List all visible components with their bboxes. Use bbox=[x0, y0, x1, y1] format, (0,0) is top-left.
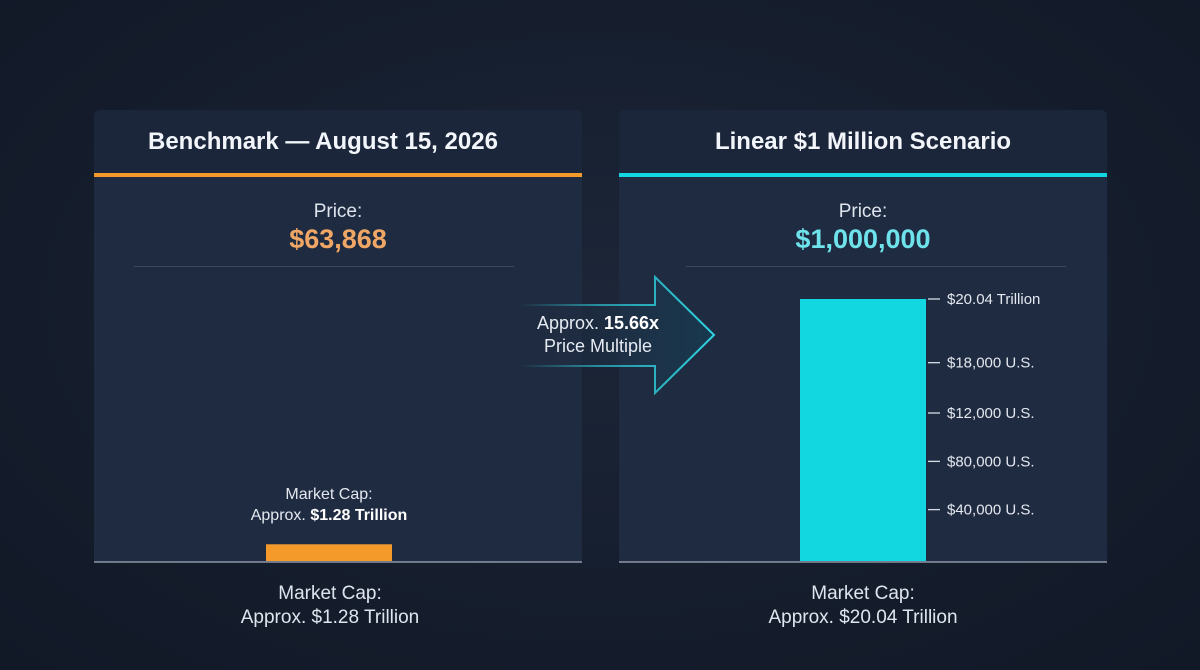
scenario-header-rule bbox=[619, 173, 1107, 177]
benchmark-market-cap-line2: Approx. $1.28 Trillion bbox=[240, 607, 420, 628]
benchmark-bar-annotation: Market Cap: Approx. $1.28 Trillion bbox=[229, 484, 429, 526]
benchmark-bar-annotation-value: $1.28 Trillion bbox=[310, 507, 408, 524]
scenario-axis-tick-label: $40,000 U.S. bbox=[947, 502, 1035, 519]
scenario-bar bbox=[800, 299, 926, 561]
price-multiple-line2: Price Multiple bbox=[543, 336, 653, 356]
scenario-price-label: Price: bbox=[838, 201, 888, 222]
price-multiple-prefix: Approx. bbox=[536, 313, 604, 333]
scenario-market-cap-line1: Market Cap: bbox=[811, 583, 915, 604]
scenario-axis-tick-label: $18,000 U.S. bbox=[947, 355, 1035, 372]
benchmark-market-cap-line1: Market Cap: bbox=[278, 583, 382, 604]
scenario-market-cap-line2: Approx. $20.04 Trillion bbox=[768, 607, 958, 628]
benchmark-header-rule bbox=[94, 173, 582, 177]
benchmark-bar-annotation-line1: Market Cap: bbox=[285, 486, 373, 503]
benchmark-market-cap-label: Market Cap: Approx. $1.28 Trillion bbox=[86, 582, 574, 630]
benchmark-bar-annotation-line2: Approx. $1.28 Trillion bbox=[229, 505, 429, 526]
benchmark-divider bbox=[134, 266, 514, 267]
scenario-market-cap-label: Market Cap: Approx. $20.04 Trillion bbox=[619, 582, 1107, 630]
benchmark-panel: Benchmark — August 15, 2026 Price: $63,8… bbox=[94, 110, 582, 562]
price-multiple-label: Approx. 15.66x Price Multiple bbox=[522, 312, 674, 358]
price-multiple-value: 15.66x bbox=[603, 313, 660, 333]
price-multiple-arrow bbox=[519, 274, 716, 396]
scenario-price-value: $1,000,000 bbox=[795, 224, 931, 254]
benchmark-price-label: Price: bbox=[313, 201, 363, 222]
price-multiple-line1: Approx. 15.66x bbox=[522, 312, 674, 335]
scenario-divider bbox=[686, 266, 1066, 267]
benchmark-title: Benchmark — August 15, 2026 bbox=[94, 110, 582, 173]
scenario-title: Linear $1 Million Scenario bbox=[619, 110, 1107, 173]
scenario-axis-tick-label: $80,000 U.S. bbox=[947, 453, 1035, 470]
benchmark-bar-annotation-prefix: Approx. bbox=[250, 507, 311, 524]
benchmark-bar bbox=[266, 544, 392, 561]
scenario-axis-tick-label: $12,000 U.S. bbox=[947, 405, 1035, 422]
scenario-axis-tick-label: $20.04 Trillion bbox=[947, 291, 1040, 308]
benchmark-price-value: $63,868 bbox=[289, 224, 387, 254]
